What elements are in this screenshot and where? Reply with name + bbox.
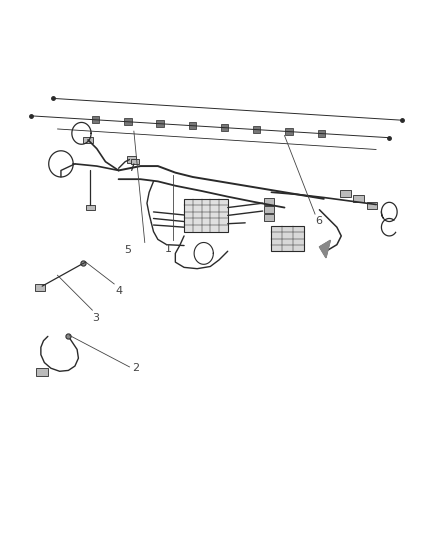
- Text: 6: 6: [315, 216, 322, 227]
- Bar: [124, 118, 131, 125]
- Text: 1: 1: [165, 244, 172, 254]
- Bar: [264, 214, 275, 221]
- Text: 2: 2: [132, 363, 139, 373]
- Bar: [36, 368, 48, 376]
- Text: 4: 4: [115, 286, 122, 296]
- Bar: [264, 198, 275, 205]
- Bar: [86, 205, 95, 210]
- Bar: [127, 156, 137, 163]
- Text: 5: 5: [125, 245, 132, 255]
- Bar: [272, 226, 304, 251]
- Bar: [286, 128, 293, 135]
- Bar: [353, 195, 364, 203]
- Bar: [253, 126, 261, 133]
- Polygon shape: [319, 240, 330, 258]
- Bar: [184, 199, 228, 231]
- Bar: [318, 130, 325, 137]
- Bar: [92, 116, 99, 124]
- Bar: [264, 206, 275, 213]
- Bar: [131, 159, 139, 164]
- Bar: [156, 120, 164, 127]
- Bar: [189, 122, 196, 130]
- Bar: [83, 136, 93, 143]
- Bar: [367, 202, 377, 209]
- Bar: [221, 124, 228, 131]
- Bar: [35, 284, 46, 290]
- Bar: [340, 190, 351, 197]
- Text: 3: 3: [92, 313, 99, 323]
